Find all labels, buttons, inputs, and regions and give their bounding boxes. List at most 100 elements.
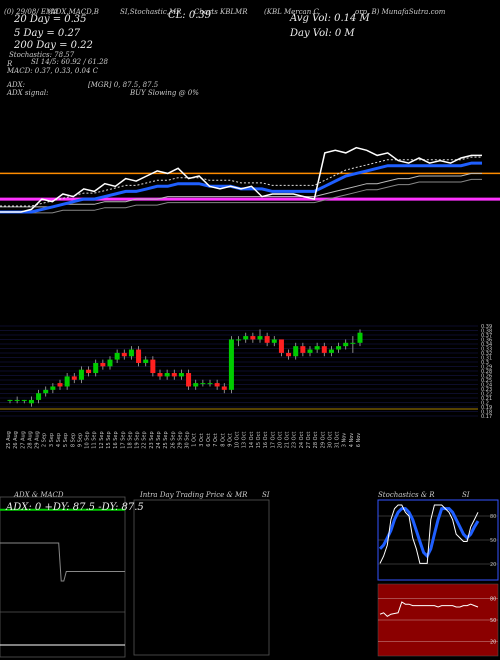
date-label: 3 Sep	[49, 433, 55, 447]
date-label: 23 Sep	[149, 431, 155, 448]
y-tick-label: 0.19	[481, 405, 492, 411]
y-tick-label: 0.2	[481, 401, 489, 407]
header-date-range: (0) 29/08/ EMA	[4, 8, 59, 16]
date-label: 16 Sep	[113, 431, 119, 448]
date-label: 2 Sep	[42, 433, 48, 447]
ma-dotted-line	[0, 156, 482, 207]
date-label: 14 Oct	[249, 432, 255, 449]
candle-body	[114, 352, 120, 360]
close-label: CL: 0.39	[168, 10, 212, 21]
candlestick-chart: 0.390.380.370.360.340.330.320.310.30.290…	[0, 324, 492, 449]
date-label: 4 Nov	[349, 433, 355, 448]
date-label: 30 Oct	[327, 432, 333, 449]
stoch-tick: 80	[490, 514, 496, 520]
macd-label: MACD: 0.37, 0.33, 0.04 C	[7, 67, 99, 75]
intraday-panel	[133, 499, 270, 656]
date-label: 26 Sep	[170, 431, 176, 448]
candle-body	[307, 349, 313, 353]
date-label: 27 Aug	[20, 431, 26, 449]
price-overlay-chart	[0, 146, 500, 214]
candle-body	[164, 373, 170, 377]
y-tick-label: 0.26	[481, 374, 492, 380]
y-tick-label: 0.31	[481, 356, 492, 362]
candle-body	[243, 336, 249, 340]
date-label: 17 Sep	[120, 431, 126, 448]
y-tick-label: 0.37	[481, 333, 492, 339]
candle-body	[78, 369, 84, 380]
candle-body	[14, 399, 20, 401]
adx-signal-label: ADX signal:	[7, 89, 49, 97]
date-label: 18 Sep	[127, 431, 133, 448]
date-label: 20 Oct	[277, 432, 283, 449]
y-tick-label: 0.33	[481, 347, 492, 353]
candle-body	[150, 359, 156, 374]
candle-body	[7, 399, 13, 401]
candle-body	[21, 399, 27, 401]
stoch-k-line	[379, 504, 479, 564]
date-label: 28 Aug	[27, 431, 33, 449]
date-label: 16 Oct	[263, 432, 269, 449]
candle-body	[86, 369, 92, 374]
date-label: 5 Sep	[63, 433, 69, 447]
date-label: 25 Aug	[6, 431, 12, 449]
date-label: 11 Sep	[92, 431, 98, 448]
candle-body	[100, 362, 106, 367]
candle-body	[343, 342, 349, 347]
date-label: 8 Oct	[220, 433, 226, 446]
date-label: 1 Oct	[192, 433, 198, 446]
intraday-title-suffix: SI	[262, 491, 270, 499]
candle-body	[186, 373, 192, 387]
date-label: 10 Oct	[235, 432, 241, 449]
adx-values: ADX: 0 +DY: 87.5 -DY: 87.5	[6, 502, 144, 513]
candle-body	[178, 373, 184, 377]
candle-body	[250, 336, 256, 340]
candle-body	[121, 352, 127, 357]
candle-body	[321, 346, 327, 353]
candle-body	[221, 386, 227, 390]
intraday-title: Intra Day Trading Price & MR	[140, 491, 248, 499]
candle-body	[64, 376, 70, 387]
date-label: 3 Nov	[342, 433, 348, 448]
candle-body	[93, 362, 99, 374]
y-tick-label: 0.38	[481, 329, 492, 335]
candle-body	[57, 383, 63, 387]
date-label: 7 Oct	[213, 433, 219, 446]
candle-body	[278, 339, 284, 353]
date-label: 9 Oct	[227, 433, 233, 446]
date-label: 24 Oct	[299, 432, 305, 449]
adx-line	[0, 542, 125, 582]
adx-panel	[0, 496, 126, 658]
mgr-label: [MGR] 0, 87.5, 87.5	[88, 81, 159, 89]
candle-body	[257, 336, 263, 340]
candle-body	[214, 383, 220, 387]
rsi-tick: 80	[490, 596, 496, 602]
ma200-label: 200 Day = 0.22	[14, 40, 93, 51]
candle-body	[171, 373, 177, 377]
avg-vol: Avg Vol: 0.14 M	[290, 13, 370, 24]
candle-body	[143, 359, 149, 363]
rsi-label: SI 14/5: 60.92 / 61.28	[31, 58, 108, 66]
date-label: 25 Sep	[163, 431, 169, 448]
date-label: 15 Oct	[256, 432, 262, 449]
date-label: 29 Aug	[35, 431, 41, 449]
date-label: 26 Aug	[13, 431, 19, 449]
date-label: 6 Nov	[356, 433, 362, 448]
ma20-label: 20 Day = 0.35	[14, 14, 87, 25]
stoch-title-suffix: SI	[462, 491, 470, 499]
candle-body	[286, 352, 292, 357]
candle-body	[350, 342, 356, 344]
date-label: 9 Sep	[77, 433, 83, 447]
candle-body	[193, 383, 199, 387]
date-label: 17 Oct	[270, 432, 276, 449]
candle-body	[200, 383, 206, 385]
ma5-label: 5 Day = 0.27	[14, 28, 81, 39]
date-label: 15 Sep	[106, 431, 112, 448]
date-label: 30 Sep	[185, 431, 191, 448]
y-tick-label: 0.24	[481, 383, 492, 389]
date-label: 28 Oct	[313, 432, 319, 449]
candle-body	[236, 339, 242, 341]
candle-body	[328, 349, 334, 353]
price-line	[0, 146, 482, 213]
candle-body	[36, 393, 42, 400]
y-tick-label: 0.34	[481, 342, 492, 348]
